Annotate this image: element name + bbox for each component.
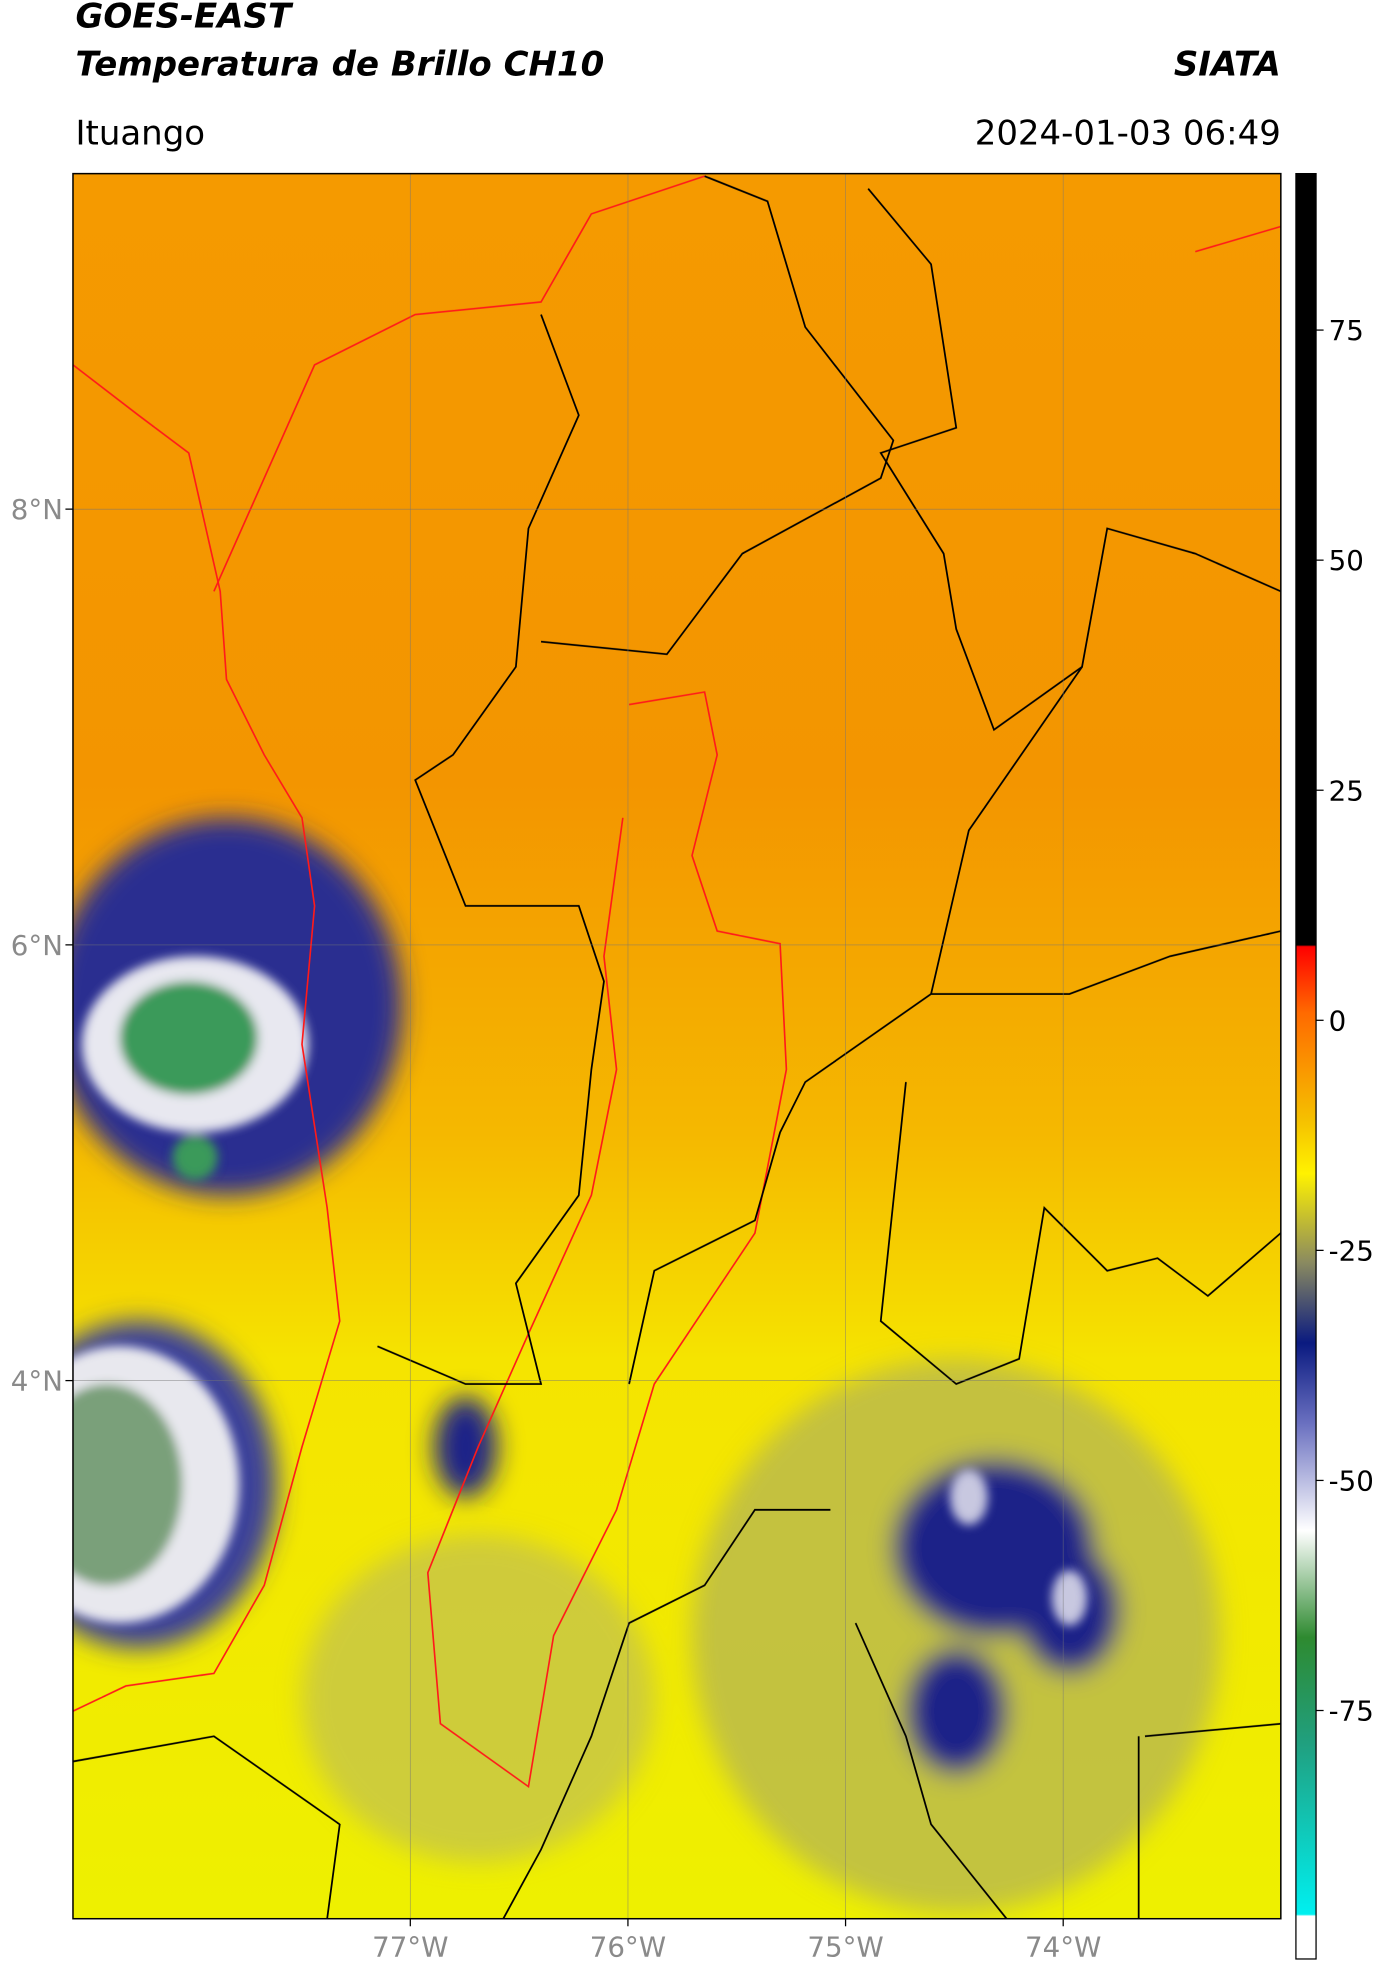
colorbar xyxy=(1295,172,1317,1960)
map-field xyxy=(72,173,1281,1919)
y-tick-label: 8°N xyxy=(11,493,63,526)
colorbar-tick-label: -50 xyxy=(1329,1464,1374,1497)
x-tick-label: 74°W xyxy=(1025,1930,1101,1963)
x-tick-label: 75°W xyxy=(807,1930,883,1963)
x-tick-label: 77°W xyxy=(372,1930,448,1963)
grid: 77°W 76°W 75°W 74°W 8°N 6°N 4°N xyxy=(11,173,1281,1963)
colorbar-ticks: 75 50 25 0 -25 -50 -75 xyxy=(1316,314,1374,1728)
timestamp: 2024-01-03 06:49 xyxy=(975,114,1281,154)
colorbar-tick-label: -25 xyxy=(1329,1234,1374,1267)
y-tick-label: 4°N xyxy=(11,1365,63,1398)
colorbar-tick-label: 50 xyxy=(1329,544,1364,577)
colorbar-tick-label: 75 xyxy=(1329,314,1364,347)
location: Ituango xyxy=(75,114,205,154)
colorbar-tick-label: 0 xyxy=(1329,1004,1347,1037)
colorbar-tick-label: 25 xyxy=(1329,774,1364,807)
subtitle: Temperatura de Brillo CH10 xyxy=(75,44,604,84)
map-frame xyxy=(72,172,1282,1920)
colorbar-tick-label: -75 xyxy=(1329,1695,1374,1728)
title: GOES-EAST xyxy=(75,0,293,37)
x-tick-label: 76°W xyxy=(590,1930,666,1963)
source: SIATA xyxy=(1174,44,1281,84)
y-tick-label: 6°N xyxy=(11,929,63,962)
